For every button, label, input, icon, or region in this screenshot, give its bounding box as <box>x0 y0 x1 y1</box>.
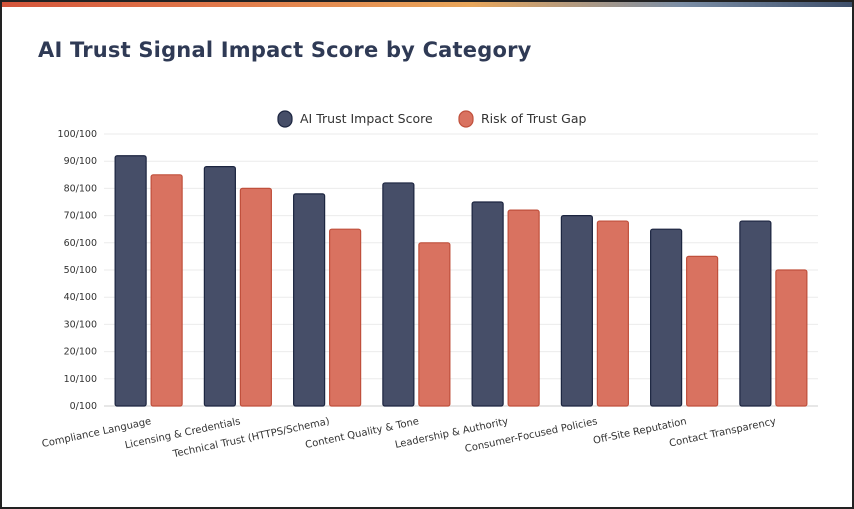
y-tick-label: 40/100 <box>64 292 97 303</box>
y-tick-label: 50/100 <box>64 265 97 276</box>
bar-risk-of-trust-gap <box>150 174 183 407</box>
bar-ai-trust-impact-score <box>650 228 683 407</box>
legend-swatch-risk <box>458 110 474 128</box>
y-tick-label: 20/100 <box>64 347 97 358</box>
bar-risk-of-trust-gap <box>686 255 719 407</box>
y-tick-label: 90/100 <box>64 156 97 167</box>
bar-ai-trust-impact-score <box>739 220 772 407</box>
bar-ai-trust-impact-score <box>293 193 326 407</box>
x-tick-label: Technical Trust (HTTPS/Schema) <box>171 416 331 460</box>
y-tick-label: 70/100 <box>64 211 97 222</box>
bar-risk-of-trust-gap <box>239 187 272 407</box>
y-tick-label: 10/100 <box>64 374 97 385</box>
bar-ai-trust-impact-score <box>203 166 236 407</box>
y-tick-label: 60/100 <box>64 238 97 249</box>
y-tick-label: 80/100 <box>64 183 97 194</box>
bar-risk-of-trust-gap <box>775 269 808 407</box>
bar-risk-of-trust-gap <box>329 228 362 407</box>
bar-ai-trust-impact-score <box>382 182 415 407</box>
y-tick-label: 30/100 <box>64 319 97 330</box>
chart-title: AI Trust Signal Impact Score by Category <box>38 38 532 62</box>
bar-risk-of-trust-gap <box>418 242 451 407</box>
top-accent-bar <box>2 2 852 7</box>
y-tick-label: 100/100 <box>58 129 97 140</box>
bar-ai-trust-impact-score <box>560 215 593 407</box>
bar-risk-of-trust-gap <box>507 209 540 407</box>
bar-ai-trust-impact-score <box>114 155 147 407</box>
bar-ai-trust-impact-score <box>471 201 504 407</box>
legend-swatch-score <box>277 110 293 128</box>
bar-risk-of-trust-gap <box>596 220 629 407</box>
legend-label: Risk of Trust Gap <box>481 111 586 126</box>
y-tick-label: 0/100 <box>70 401 97 412</box>
legend-label: AI Trust Impact Score <box>300 111 433 126</box>
